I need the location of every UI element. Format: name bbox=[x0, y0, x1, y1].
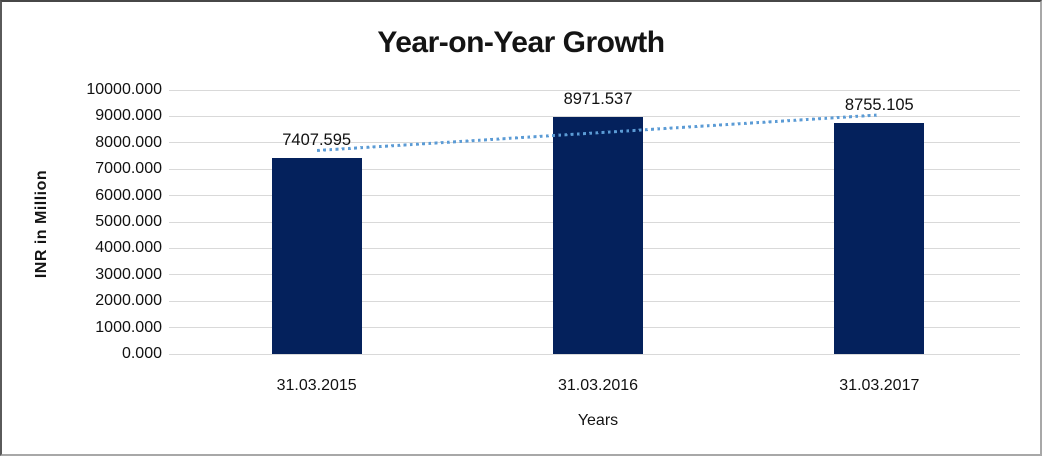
gridline bbox=[169, 115, 1020, 117]
x-tick-label: 31.03.2015 bbox=[276, 377, 357, 394]
y-tick-label: 9000.000 bbox=[95, 107, 162, 125]
gridline bbox=[169, 89, 1020, 91]
y-tick-label: 5000.000 bbox=[95, 213, 162, 230]
y-tick-label: 0.000 bbox=[121, 345, 162, 362]
x-axis-line bbox=[169, 353, 1020, 355]
plot-area: 7407.595 8971.537 8755.105 bbox=[169, 89, 1020, 355]
y-tick-label: 2000.000 bbox=[95, 292, 162, 310]
y-tick-label: 4000.000 bbox=[95, 239, 162, 257]
y-tick-label: 3000.000 bbox=[95, 265, 162, 283]
x-tick-label: 31.03.2017 bbox=[839, 377, 920, 394]
x-tick-label: 31.03.2016 bbox=[557, 377, 639, 394]
y-tick-label: 6000.000 bbox=[95, 186, 162, 204]
y-tick-label: 8000.000 bbox=[95, 133, 162, 151]
bar-value-label: 8755.105 bbox=[844, 95, 914, 114]
x-axis-title: Years bbox=[577, 412, 619, 429]
bar bbox=[271, 158, 362, 354]
y-tick-label: 7000.000 bbox=[95, 160, 162, 178]
y-tick-label: 10000.000 bbox=[86, 81, 162, 98]
chart-title: Year-on-Year Growth bbox=[377, 26, 665, 59]
bar-value-label: 8971.537 bbox=[563, 90, 633, 109]
y-tick-label: 1000.000 bbox=[95, 318, 162, 336]
bar-value-label: 7407.595 bbox=[282, 131, 352, 150]
bar bbox=[553, 117, 643, 354]
bar bbox=[834, 122, 925, 354]
